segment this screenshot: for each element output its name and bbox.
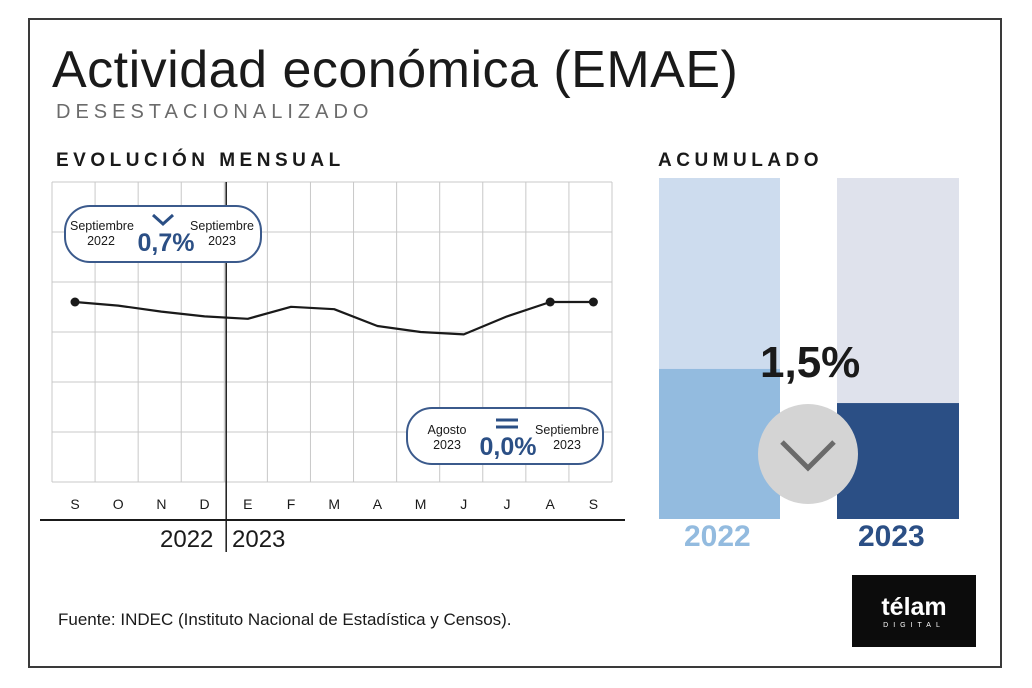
yoy-from-period: Septiembre 2022: [70, 219, 134, 249]
mom-from-period: Agosto 2023: [416, 423, 478, 453]
yoy-variation-badge: Septiembre 2022 0,7% Septiembre 2023: [64, 205, 262, 263]
x-tick-label: A: [373, 496, 383, 512]
data-point: [70, 297, 80, 307]
mom-variation-badge: Agosto 2023 0,0% Septiembre 2023: [406, 407, 604, 465]
x-tick-label: S: [70, 496, 79, 512]
x-tick-label: J: [504, 496, 511, 512]
x-tick-label: J: [460, 496, 467, 512]
yoy-value: 0,7%: [137, 229, 195, 257]
chevron-down-icon: [151, 213, 175, 227]
x-tick-label: M: [415, 496, 427, 512]
bar-label-2023: 2023: [858, 520, 925, 553]
logo-name: télam: [881, 593, 947, 621]
x-tick-label: N: [156, 496, 166, 512]
mom-from-year: 2023: [433, 438, 461, 452]
x-tick-label: S: [589, 496, 598, 512]
mom-to-year: 2023: [553, 438, 581, 452]
year-label-2023: 2023: [232, 526, 286, 553]
yoy-from-year: 2022: [87, 234, 115, 248]
mom-from-month: Agosto: [427, 423, 467, 437]
x-tick-label: A: [546, 496, 556, 512]
accumulated-section-title: ACUMULADO: [658, 150, 824, 171]
yoy-to-year: 2023: [208, 234, 236, 248]
yoy-to-month: Septiembre: [190, 219, 254, 233]
yoy-from-month: Septiembre: [70, 219, 134, 233]
x-tick-label: M: [328, 496, 340, 512]
telam-logo: télam DIGITAL: [852, 575, 976, 647]
year-label-2022: 2022: [160, 526, 214, 553]
bar-label-2022: 2022: [684, 520, 751, 553]
mom-value: 0,0%: [479, 433, 537, 461]
x-tick-label: D: [200, 496, 210, 512]
data-point: [545, 297, 555, 307]
page-title: Actividad económica (EMAE): [52, 41, 739, 99]
chevron-down-icon: [780, 440, 836, 472]
series-line: [74, 300, 594, 336]
logo-sub: DIGITAL: [883, 622, 945, 629]
mom-to-period: Septiembre 2023: [532, 423, 602, 453]
source-note: Fuente: INDEC (Instituto Nacional de Est…: [58, 610, 512, 629]
x-tick-label: E: [243, 496, 252, 512]
equals-icon: [496, 418, 518, 429]
data-point: [588, 297, 598, 307]
accumulated-value: 1,5%: [760, 338, 861, 387]
page-subtitle: DESESTACIONALIZADO: [56, 101, 374, 123]
x-tick-label: F: [287, 496, 296, 512]
monthly-section-title: EVOLUCIÓN MENSUAL: [56, 150, 345, 171]
x-tick-label: O: [113, 496, 124, 512]
infographic-frame: [28, 18, 1002, 668]
yoy-to-period: Septiembre 2023: [186, 219, 258, 249]
mom-to-month: Septiembre: [535, 423, 599, 437]
accumulated-direction-badge: [758, 404, 858, 504]
